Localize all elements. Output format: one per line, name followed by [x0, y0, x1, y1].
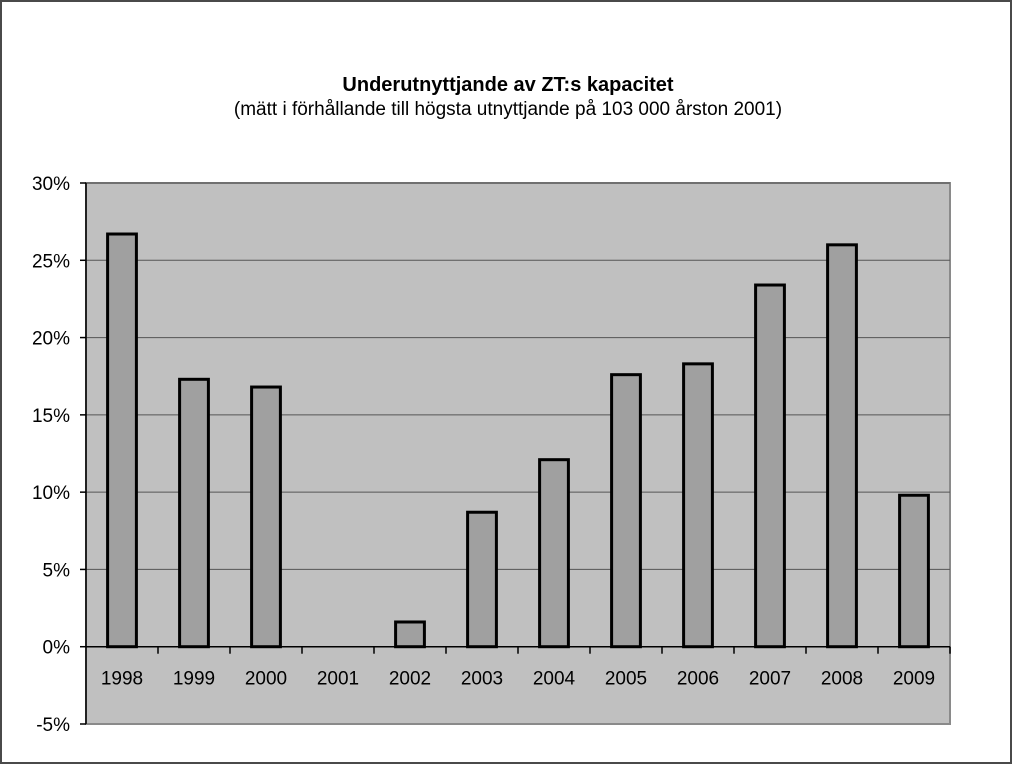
- bar-2009: [898, 493, 930, 649]
- bar-2005: [610, 373, 642, 649]
- chart-subtitle: (mätt i förhållande till högsta utnyttja…: [233, 99, 783, 120]
- x-tick-label: 2000: [245, 669, 287, 690]
- x-tick-labels: 1998 1999 2000 2001 2002 2003 2004 2005 2006 2007…: [101, 669, 935, 690]
- x-tick-label: 2008: [821, 669, 863, 690]
- bar-2002: [394, 620, 426, 649]
- x-tick-label: 2001: [317, 669, 359, 690]
- axes: [80, 182, 951, 725]
- x-tick-label: 1998: [101, 669, 143, 690]
- y-tick-label: 25%: [32, 251, 70, 272]
- y-tick-label: 20%: [32, 329, 70, 350]
- y-tick-label: 0%: [43, 638, 71, 659]
- bar-2000: [250, 385, 282, 649]
- bar-2008: [826, 243, 858, 649]
- bar-1999: [178, 377, 210, 649]
- bar-2007: [754, 283, 786, 649]
- bar-2004: [538, 458, 570, 649]
- bars: [106, 232, 930, 649]
- chart-title: Underutnyttjande av ZT:s kapacitet: [342, 74, 674, 96]
- y-tick-labels: 30% 25% 20% 15% 10% 5% 0% -5%: [32, 174, 70, 736]
- bar-1998: [106, 232, 138, 649]
- x-tick-label: 1999: [173, 669, 215, 690]
- y-tick-label: 5%: [43, 560, 71, 581]
- x-tick-label: 2009: [893, 669, 935, 690]
- bar-2003: [466, 510, 498, 649]
- x-tick-label: 2005: [605, 669, 647, 690]
- x-tick-label: 2004: [533, 669, 576, 690]
- x-tick-label: 2007: [749, 669, 791, 690]
- x-tick-label: 2003: [461, 669, 503, 690]
- y-tick-label: 15%: [32, 406, 70, 427]
- plot-area: [85, 182, 951, 725]
- x-tick-label: 2006: [677, 669, 719, 690]
- y-tick-label: 10%: [32, 483, 70, 504]
- y-tick-label: 30%: [32, 174, 70, 195]
- x-tick-label: 2002: [389, 669, 431, 690]
- bar-2006: [682, 362, 714, 649]
- y-tick-label: -5%: [36, 715, 70, 736]
